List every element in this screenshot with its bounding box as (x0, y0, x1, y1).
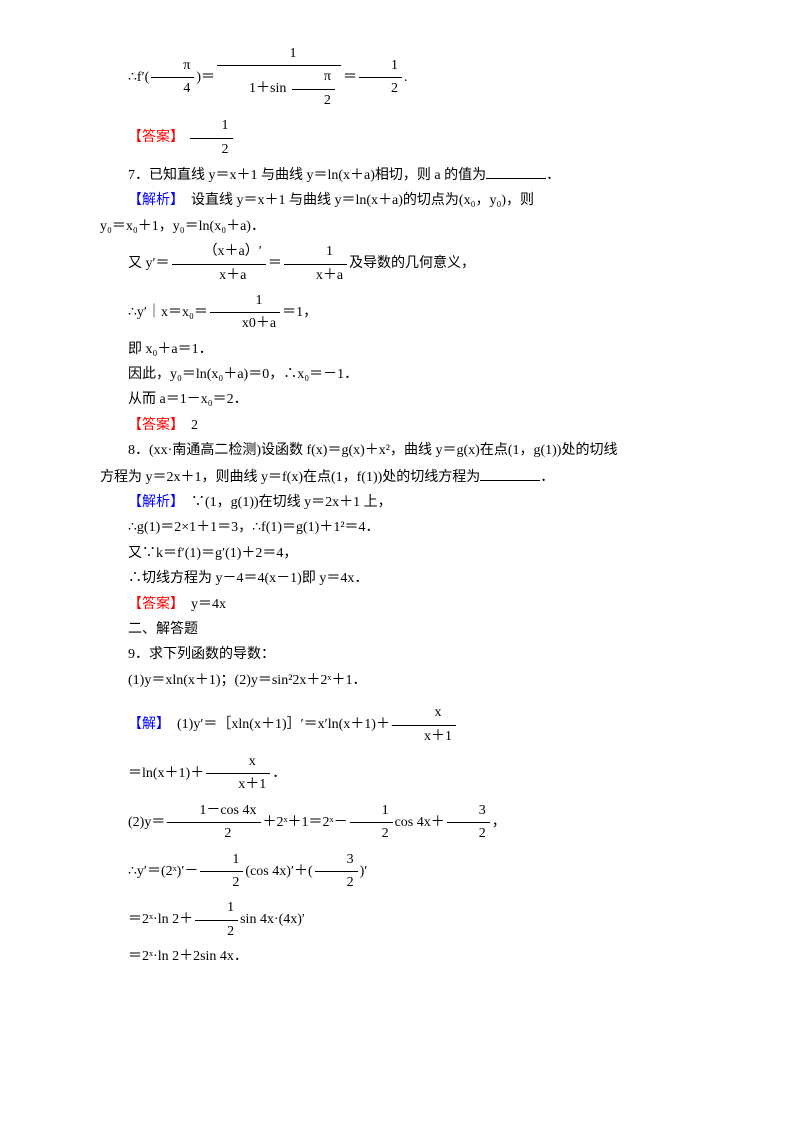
text: (1)y′＝［xln(x＋1)］′＝x′ln(x＋1)＋ (177, 717, 390, 732)
analysis-7-1: 【解析】 设直线 y＝x＋1 与曲线 y＝ln(x＋a)的切点为(x₀，y₀)，… (100, 190, 730, 212)
text: 二、解答题 (128, 622, 198, 637)
text: 9．求下列函数的导数： (128, 647, 275, 662)
text: (cos 4x)′＋( (245, 864, 312, 879)
text: )′ (360, 864, 368, 879)
text: (1)y＝xln(x＋1)；(2)y＝sin²2x＋2ˣ＋1． (128, 673, 366, 688)
solution-9-1: 【解】 (1)y′＝［xln(x＋1)］′＝x′ln(x＋1)＋xx＋1 (100, 702, 730, 748)
solution-9-2: ＝ln(x＋1)＋xx＋1． (100, 751, 730, 797)
frac: 12 (195, 897, 238, 943)
text: ． (272, 766, 286, 781)
analysis-8-1: 【解析】 ∵(1，g(1))在切线 y＝2x＋1 上， (100, 492, 730, 514)
text: (2)y＝ (128, 815, 165, 830)
solution-9-5: ＝2ˣ·ln 2＋12sin 4x·(4x)′ (100, 897, 730, 943)
frac: 32 (447, 800, 490, 846)
solution-9-3: (2)y＝1－cos 4x2＋2ˣ＋1＝2ˣ－12cos 4x＋32， (100, 800, 730, 846)
text: 设直线 y＝x＋1 与曲线 y＝ln(x＋a)的切点为(x₀，y₀)，则 (177, 193, 534, 208)
blank (486, 164, 546, 179)
question-8-line1: 8．(xx·南通高二检测)设函数 f(x)＝g(x)＋x²，曲线 y＝g(x)在… (100, 440, 730, 462)
frac: 12 (200, 849, 243, 895)
text: ∴y′＝(2ˣ)′－ (128, 864, 198, 879)
text: 从而 a＝1－x₀＝2． (128, 392, 248, 407)
frac: （x＋a）′x＋a (172, 241, 266, 287)
text: ∴切线方程为 y－4＝4(x－1)即 y＝4x． (128, 571, 368, 586)
analysis-7-7: 从而 a＝1－x₀＝2． (100, 389, 730, 411)
text: . (404, 70, 408, 85)
text: 方程为 y＝2x＋1，则曲线 y＝f(x)在点(1，f(1))处的切线方程为 (100, 470, 480, 485)
text: ＋2ˣ＋1＝2ˣ－ (263, 815, 348, 830)
answer-7: 【答案】 2 (100, 415, 730, 437)
text: ． (540, 470, 554, 485)
text: 又∵k＝f′(1)＝g′(1)＋2＝4， (128, 546, 297, 561)
text: )＝ (196, 70, 215, 85)
text: 7．已知直线 y＝x＋1 与曲线 y＝ln(x＋a)相切，则 a 的值为 (128, 168, 486, 183)
blank (480, 466, 540, 481)
analysis-7-5: 即 x₀＋a＝1． (100, 339, 730, 361)
answer-6: 【答案】 12 (100, 115, 730, 161)
text: ∴f′( (128, 70, 149, 85)
text: ＝2ˣ·ln 2＋ (128, 912, 193, 927)
text: sin 4x·(4x)′ (240, 912, 305, 927)
frac: 1x＋a (284, 241, 347, 287)
text: 即 x₀＋a＝1． (128, 342, 213, 357)
frac-pi4: π4 (151, 55, 194, 101)
text: 及导数的几何意义， (349, 256, 475, 271)
text: ＝ln(x＋1)＋ (128, 766, 204, 781)
solution-9-6: ＝2ˣ·ln 2＋2sin 4x． (100, 946, 730, 968)
analysis-8-2: ∴g(1)＝2×1＋1＝3，∴f(1)＝g(1)＋1²＝4． (100, 517, 730, 539)
text: 8．(xx·南通高二检测)设函数 f(x)＝g(x)＋x²，曲线 y＝g(x)在… (128, 443, 617, 458)
question-8-line2: 方程为 y＝2x＋1，则曲线 y＝f(x)在点(1，f(1))处的切线方程为 ． (100, 466, 730, 489)
text: ∵(1，g(1))在切线 y＝2x＋1 上， (191, 495, 392, 510)
frac-inverse: 11＋sin π2 (217, 43, 341, 112)
text: ＝ (268, 256, 282, 271)
analysis-7-4: ∴y′｜x＝x₀＝1x0＋a＝1， (100, 290, 730, 336)
text: 2 (177, 418, 198, 433)
question-7: 7．已知直线 y＝x＋1 与曲线 y＝ln(x＋a)相切，则 a 的值为 ． (100, 164, 730, 187)
frac-half: 12 (359, 55, 402, 101)
text: ＝2ˣ·ln 2＋2sin 4x． (128, 949, 248, 964)
text: ＝1， (282, 305, 317, 320)
analysis-8-3: 又∵k＝f′(1)＝g′(1)＋2＝4， (100, 543, 730, 565)
question-9-parts: (1)y＝xln(x＋1)；(2)y＝sin²2x＋2ˣ＋1． (100, 670, 730, 692)
text: ， (492, 815, 506, 830)
text: cos 4x＋ (395, 815, 445, 830)
page-content: ∴f′(π4)＝11＋sin π2＝12. 【答案】 12 7．已知直线 y＝x… (0, 0, 800, 1011)
analysis-label: 【解析】 (128, 495, 177, 510)
frac: xx＋1 (206, 751, 270, 797)
analysis-8-4: ∴切线方程为 y－4＝4(x－1)即 y＝4x． (100, 568, 730, 590)
question-9: 9．求下列函数的导数： (100, 644, 730, 666)
frac: xx＋1 (392, 702, 456, 748)
frac: 1－cos 4x2 (167, 800, 260, 846)
analysis-7-6: 因此，y₀＝ln(x₀＋a)＝0，∴x₀＝－1． (100, 364, 730, 386)
frac: 1x0＋a (210, 290, 280, 336)
text: ＝ (343, 70, 357, 85)
analysis-7-2: y₀＝x₀＋1，y₀＝ln(x₀＋a)． (100, 216, 730, 238)
text: 因此，y₀＝ln(x₀＋a)＝0，∴x₀＝－1． (128, 367, 358, 382)
line-fprime: ∴f′(π4)＝11＋sin π2＝12. (100, 43, 730, 112)
section-2-heading: 二、解答题 (100, 619, 730, 641)
answer-8: 【答案】 y＝4x (100, 594, 730, 616)
solution-label: 【解】 (128, 717, 163, 732)
frac: 12 (350, 800, 393, 846)
analysis-7-3: 又 y′＝（x＋a）′x＋a＝1x＋a及导数的几何意义， (100, 241, 730, 287)
answer-label: 【答案】 (128, 418, 177, 433)
text: ． (546, 168, 560, 183)
answer-label: 【答案】 (128, 597, 177, 612)
text: y₀＝x₀＋1，y₀＝ln(x₀＋a)． (100, 219, 265, 234)
text: y＝4x (177, 597, 226, 612)
frac: 32 (315, 849, 358, 895)
text: ∴g(1)＝2×1＋1＝3，∴f(1)＝g(1)＋1²＝4． (128, 520, 380, 535)
text: ∴y′｜x＝x₀＝ (128, 305, 208, 320)
answer-label: 【答案】 (128, 130, 184, 145)
analysis-label: 【解析】 (128, 193, 177, 208)
frac-half-ans: 12 (190, 115, 233, 161)
solution-9-4: ∴y′＝(2ˣ)′－12(cos 4x)′＋(32)′ (100, 849, 730, 895)
text: 又 y′＝ (128, 256, 170, 271)
